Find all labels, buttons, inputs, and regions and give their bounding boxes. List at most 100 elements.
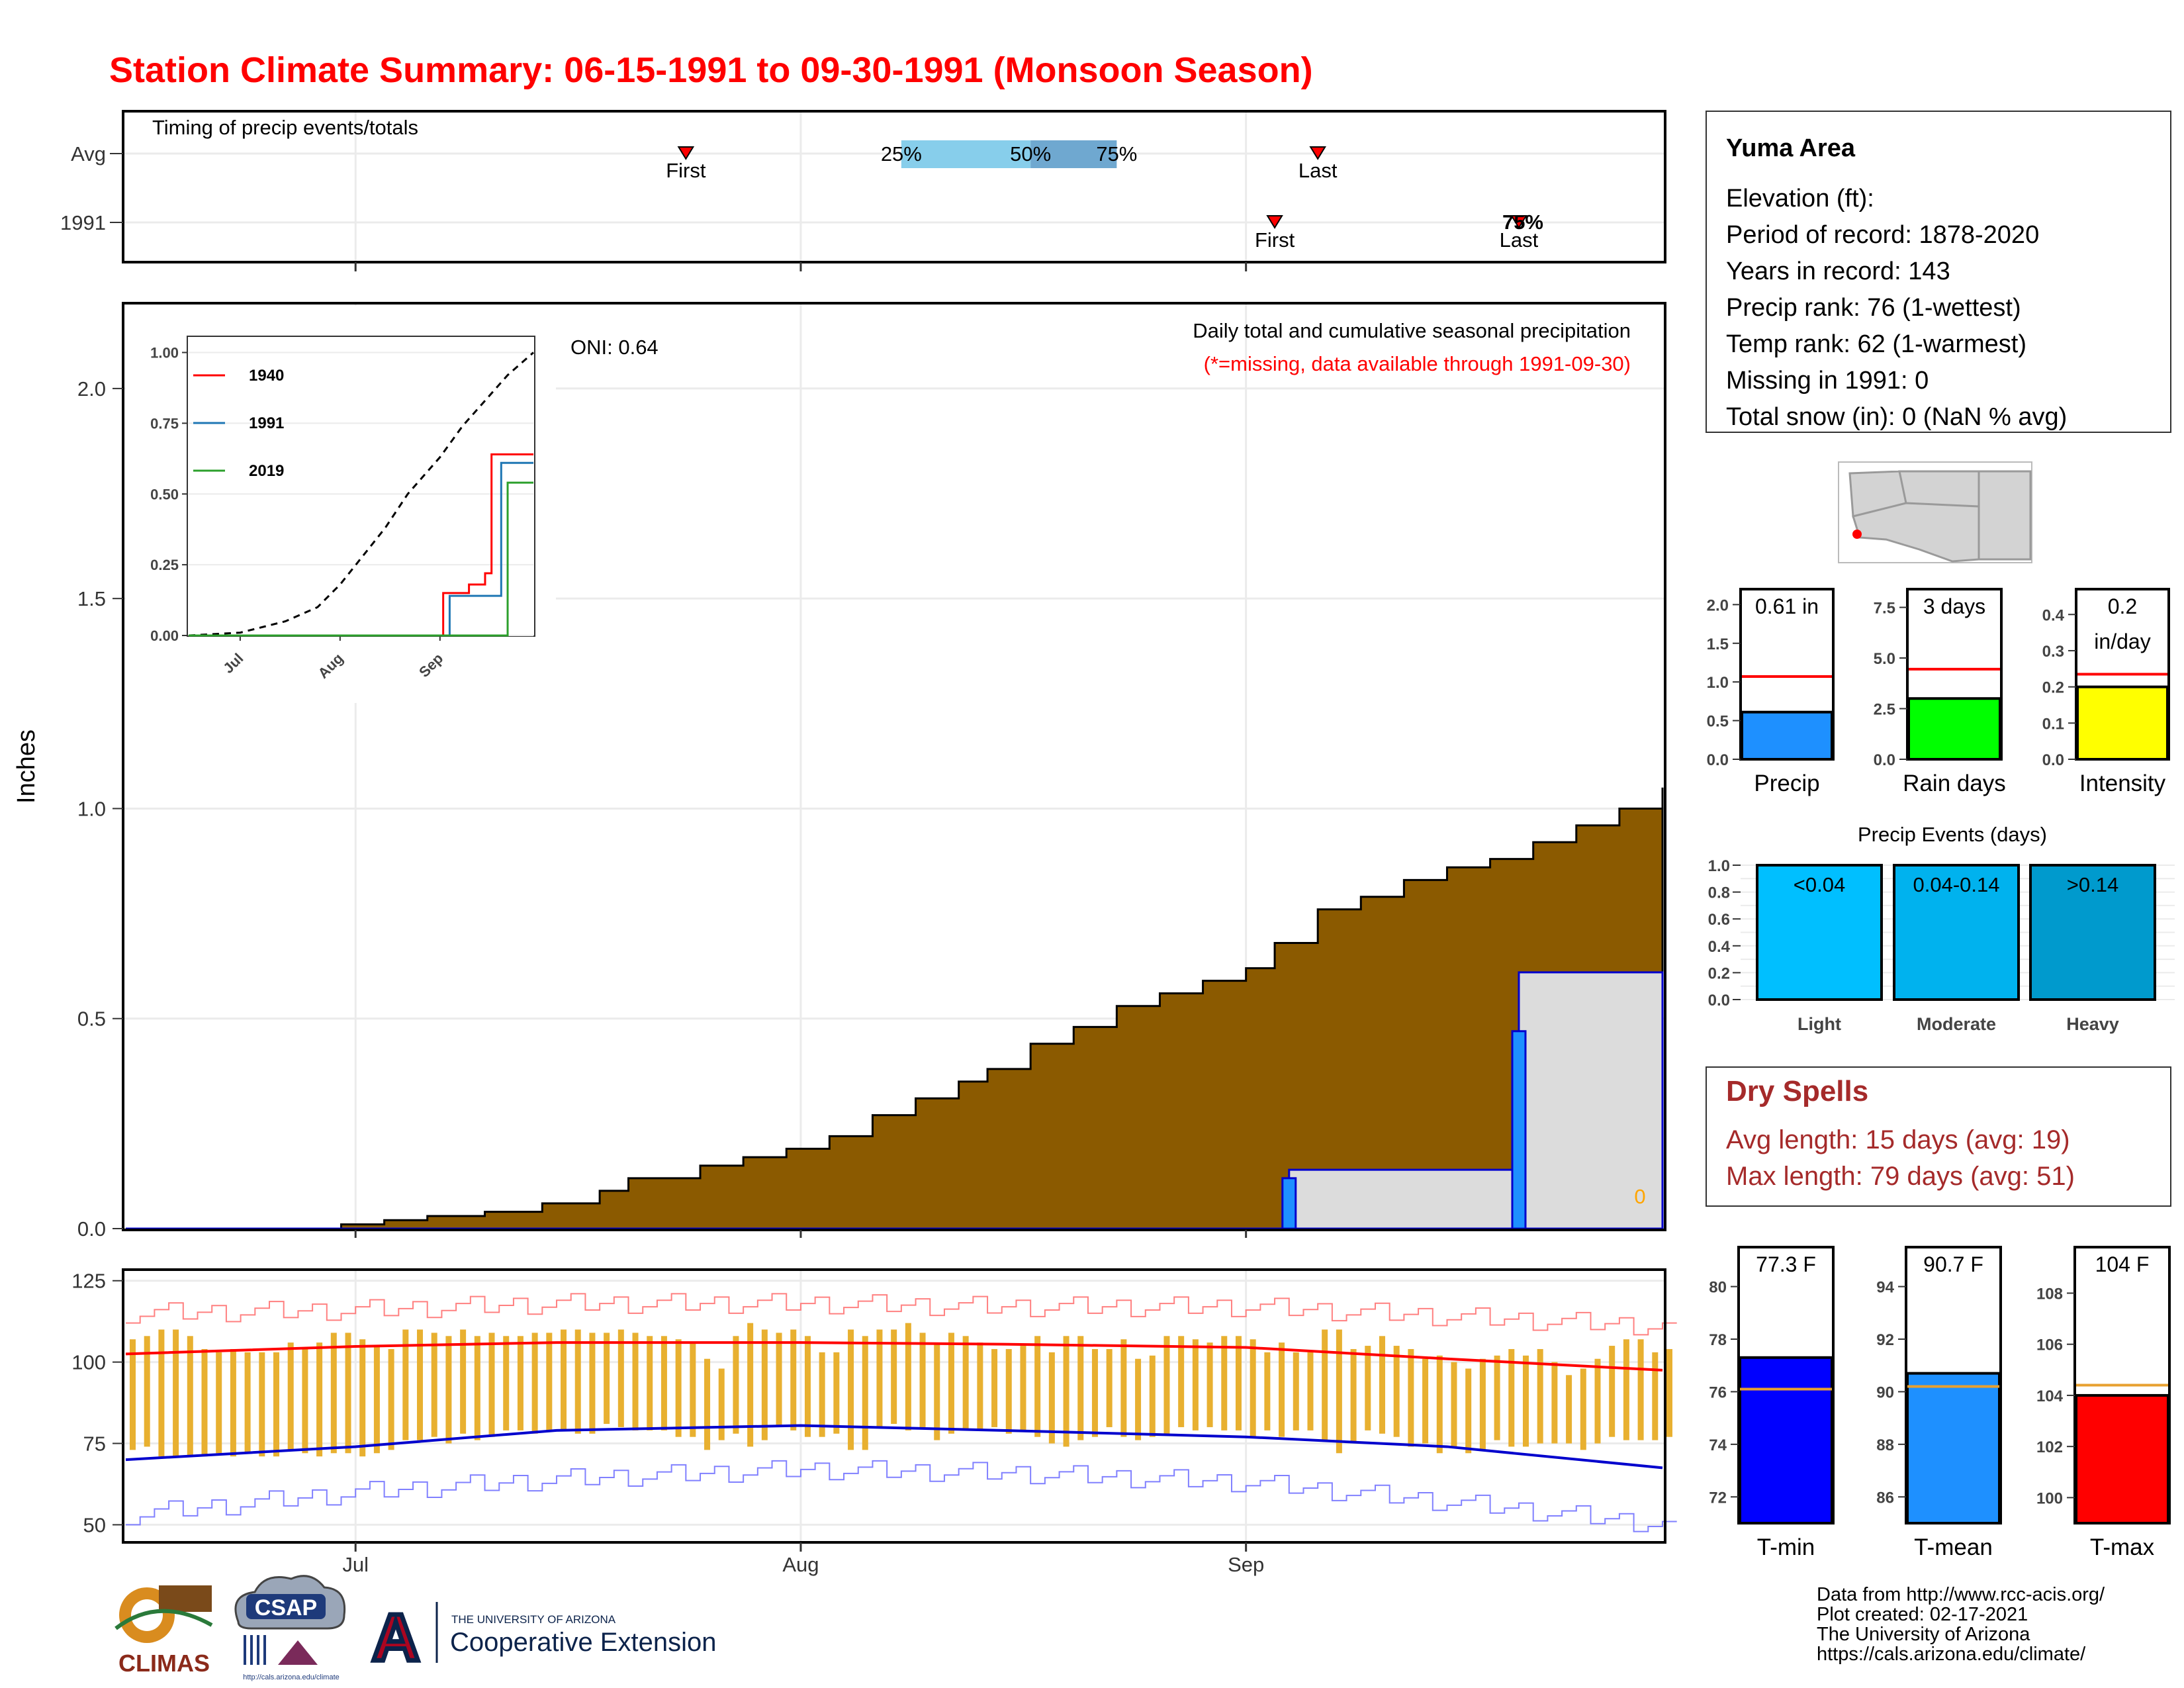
legend-label: 1940 [249,367,284,385]
events-y-tick: 0.4 [1708,938,1731,956]
daily-temp-bar [1594,1358,1601,1444]
daily-temp-bar [1422,1358,1429,1444]
page-title: Station Climate Summary: 06-15-1991 to 0… [109,50,1313,90]
summary-y-tick: 72 [1709,1489,1727,1507]
daily-temp-bar [747,1323,754,1447]
daily-temp-bar [905,1323,911,1430]
year-last-marker [1510,215,1527,229]
daily-temp-bar [431,1333,437,1437]
events-y-tick: 0.0 [1708,992,1730,1009]
quartile-25-50-band [901,140,1031,168]
precip-summary-bars: 0.0 0.5 1.0 1.5 2.0 0.61 in Precip 0.0 2.5 5.0 7.5… [1707,588,2170,796]
timing-title: Timing of precip events/totals [152,116,418,139]
avg-cumulative-precip-area [126,787,1664,1230]
daily-temp-bar [1279,1342,1285,1437]
daily-temp-bar [244,1352,251,1454]
daily-temp-bar [1221,1336,1228,1430]
station-info-box: Yuma Area Elevation (ft): Period of reco… [1706,111,2171,433]
daily-temp-bar [230,1348,236,1457]
summary-value-label: 90.7 F [1923,1252,1983,1276]
summary-y-tick: 86 [1876,1489,1894,1507]
daily-temp-bar [287,1342,294,1450]
daily-temp-bar [1379,1336,1385,1434]
daily-temp-bar [1120,1339,1127,1437]
daily-temp-bar [1566,1375,1572,1444]
daily-temp-bar [833,1352,840,1434]
daily-temp-bar [675,1339,682,1437]
station-location-marker [1852,530,1862,539]
summary-y-tick: 90 [1876,1383,1894,1401]
daily-temp-bar [1451,1362,1457,1447]
summary-category-label: Rain days [1903,771,2006,796]
daily-temp-bar [848,1329,854,1450]
summary-bar-t-min [1739,1356,1833,1525]
daily-temp-bar [130,1339,136,1450]
avg-tmin-line [125,1424,1663,1470]
summary-y-tick: 104 [2036,1387,2064,1405]
daily-temp-bar [1091,1348,1098,1437]
daily-temp-bar [1206,1342,1213,1427]
year-quartile-labels: 75% [1502,211,1543,234]
y-tick-label: 1.5 [77,587,106,610]
daily-temp-bar [474,1336,480,1440]
footer-line: https://cals.arizona.edu/climate/ [1817,1644,2086,1665]
daily-temp-bar [201,1348,208,1457]
climas-logo-text: CLIMAS [118,1650,210,1677]
daily-temp-bar [819,1352,825,1437]
daily-temp-bar [1393,1346,1400,1437]
x-tick-label: Jul [342,1553,369,1576]
station-name: Yuma Area [1726,134,1856,162]
temp-y-tick: 100 [71,1351,106,1374]
year-last-label: Last [1500,228,1539,252]
daily-temp-bar [1336,1329,1342,1454]
daily-temp-bar [1365,1346,1371,1430]
summary-y-tick: 0.3 [2042,643,2064,661]
legend-label: 1991 [249,414,284,432]
precip-missing-count: 0 [1634,1185,1645,1208]
ua-name: THE UNIVERSITY OF ARIZONA [451,1613,616,1626]
temp-y-tick: 75 [83,1432,106,1456]
summary-bar-t-max [2075,1393,2169,1524]
quartile-label: 50% [1010,142,1051,165]
daily-temp-bar [1623,1339,1629,1440]
precip-events-title: Precip Events (days) [1858,823,2047,846]
daily-temp-bar [1508,1348,1515,1447]
daily-temp-bar [330,1333,337,1454]
temp-summary-bars: 72 74 76 78 80 77.3 F T-min 86 88 90 92 94 90.7 F T-m… [1709,1246,2171,1560]
daily-temp-bar [488,1333,495,1437]
summary-y-tick: 106 [2036,1336,2063,1354]
timing-row-avg-label: Avg [71,142,106,165]
daily-temp-bar [617,1329,624,1427]
daily-temp-bar [1609,1346,1615,1437]
daily-temp-bar [1637,1339,1644,1440]
csap-logo-text: CSAP [255,1595,317,1620]
csap-logo: CSAP http://cals.arizona.edu/climate [234,1575,346,1681]
avg-last-label: Last [1298,159,1338,182]
daily-temp-bar [574,1329,581,1434]
summary-value-label: 0.2 [2108,594,2137,618]
daily-temp-bar [388,1348,394,1450]
event-bar-label: >0.14 [2067,873,2118,896]
summary-bar-intensity [2076,685,2169,761]
summary-y-tick: 0.0 [1874,751,1895,769]
daily-temp-bar [647,1336,653,1430]
summary-category-label: Precip [1754,771,1819,796]
daily-temp-bar [1408,1348,1414,1447]
quartile-label: 25% [881,142,922,165]
avg-last-marker [1309,146,1326,160]
avg-first-marker [677,146,695,160]
daily-temp-bar [173,1329,179,1457]
daily-temp-bar [1652,1352,1659,1440]
summary-bar-t-mean [1906,1372,2001,1525]
daily-temp-bar [302,1348,308,1454]
station-line: Missing in 1991: 0 [1726,367,1929,395]
y-tick-label: 1.0 [77,797,106,820]
daily-temp-bar [460,1329,467,1434]
daily-temp-bar [660,1336,667,1430]
daily-temp-bar [1235,1336,1242,1430]
station-line: Total snow (in): 0 (NaN % avg) [1726,403,2067,431]
daily-temp-bar [345,1333,351,1454]
daily-temp-bar [1063,1336,1069,1447]
daily-temp-bar [546,1333,553,1430]
daily-temp-bar [934,1342,940,1440]
